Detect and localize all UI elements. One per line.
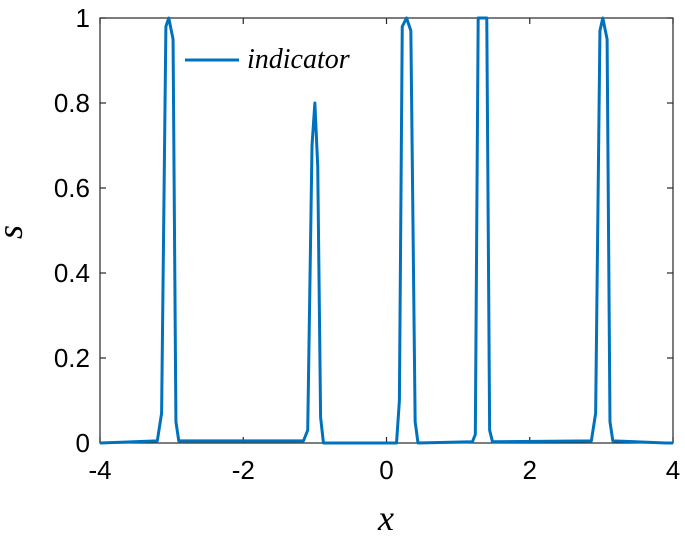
y-tick-label: 0	[76, 428, 90, 458]
legend-label: indicator	[247, 44, 350, 75]
plot-frame	[99, 17, 674, 444]
y-tick-label: 0.8	[54, 88, 90, 118]
x-tick-label: -4	[88, 455, 111, 485]
y-tick-label: 1	[76, 3, 90, 33]
data-line	[99, 16, 673, 445]
y-tick-label: 0.2	[54, 343, 90, 373]
y-tick-label: 0.4	[54, 258, 90, 288]
x-tick-label: 4	[666, 455, 680, 485]
x-axis-label: x	[377, 498, 394, 536]
y-axis-label: s	[0, 225, 30, 239]
x-tick-label: -2	[232, 455, 255, 485]
x-tick-label: 2	[523, 455, 537, 485]
y-tick-label: 0.6	[54, 173, 90, 203]
x-tick-label: 0	[379, 455, 393, 485]
